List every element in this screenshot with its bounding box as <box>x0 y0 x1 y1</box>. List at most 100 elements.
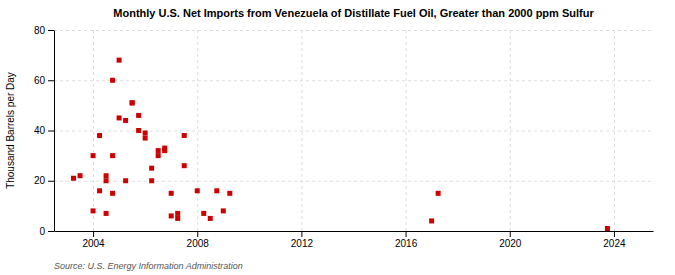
x-tick: 2020 <box>499 231 522 249</box>
x-tick: 2004 <box>82 231 105 249</box>
grid-tick <box>301 30 302 231</box>
y-tick-label: 60 <box>34 75 46 86</box>
point <box>208 216 213 221</box>
source: Source: U.S. Energy Information Administ… <box>54 261 243 271</box>
point <box>156 148 161 153</box>
x-axis-line <box>55 231 654 232</box>
grid-tick <box>54 231 653 232</box>
point <box>149 178 154 183</box>
y-tick-label: 20 <box>34 175 46 186</box>
chart: 2004 2008 2012 2016 2020 2024 0 20 40 60 80 Monthly… <box>0 0 675 275</box>
grid-line <box>510 30 511 231</box>
x-tick: 2012 <box>291 231 314 249</box>
point <box>169 191 174 196</box>
point <box>91 153 96 158</box>
point <box>104 178 109 183</box>
point <box>143 131 148 136</box>
x-tick-mark <box>197 231 198 237</box>
point <box>110 191 115 196</box>
point <box>136 113 141 118</box>
grid-line <box>614 30 615 231</box>
title: Monthly U.S. Net Imports from Venezuela … <box>113 7 594 19</box>
y-axis: 0 20 40 60 80 <box>34 25 55 237</box>
grid-tick <box>54 181 653 182</box>
y-axis-line <box>54 31 55 232</box>
x-tick-mark <box>614 231 615 237</box>
y-axis-title: Thousand Barrels per Day <box>5 72 16 189</box>
grid-line <box>54 30 653 31</box>
point <box>110 153 115 158</box>
points <box>71 58 610 231</box>
grid-line <box>54 231 653 232</box>
x-tick-label: 2024 <box>603 238 626 249</box>
point <box>97 133 102 138</box>
x-tick-label: 2008 <box>187 238 210 249</box>
y-tick-label: 0 <box>39 226 45 237</box>
point <box>117 58 122 63</box>
y-tick-mark <box>48 30 54 31</box>
y-tick: 60 <box>34 75 54 86</box>
point <box>156 153 161 158</box>
y-tick: 40 <box>34 125 54 136</box>
y-tick-mark <box>48 181 54 182</box>
y-tick-label: 80 <box>34 25 46 36</box>
point <box>605 226 610 231</box>
point <box>110 78 115 83</box>
point <box>149 166 154 171</box>
point <box>175 211 180 216</box>
y-tick-mark <box>48 131 54 132</box>
grid-line <box>54 181 653 182</box>
y-tick-mark <box>48 231 54 232</box>
x-tick: 2008 <box>187 231 210 249</box>
x-tick-mark <box>93 231 94 237</box>
x-tick-label: 2012 <box>291 238 314 249</box>
point <box>143 136 148 141</box>
x-tick-label: 2020 <box>499 238 522 249</box>
point <box>436 191 441 196</box>
x-tick-label: 2016 <box>395 238 418 249</box>
y-tick: 0 <box>39 226 54 237</box>
x-tick: 2024 <box>603 231 626 249</box>
x-tick-mark <box>406 231 407 237</box>
point <box>123 118 128 123</box>
point <box>71 176 76 181</box>
point <box>182 163 187 168</box>
point <box>221 208 226 213</box>
grid-tick <box>54 80 653 81</box>
grid-tick <box>93 30 94 231</box>
point <box>130 100 135 105</box>
point <box>78 173 83 178</box>
point <box>117 115 122 120</box>
point <box>123 178 128 183</box>
x-grid <box>94 30 615 231</box>
point <box>201 211 206 216</box>
grid-tick <box>197 30 198 231</box>
y-tick: 80 <box>34 25 54 36</box>
point <box>97 188 102 193</box>
point <box>182 133 187 138</box>
y-tick-mark <box>48 80 54 81</box>
point <box>104 173 109 178</box>
plot: 2004 2008 2012 2016 2020 2024 0 20 40 60 80 <box>34 25 654 249</box>
x-tick-mark <box>510 231 511 237</box>
x-tick-mark <box>301 231 302 237</box>
point <box>162 148 167 153</box>
point <box>169 213 174 218</box>
point <box>214 188 219 193</box>
grid-tick <box>54 30 653 31</box>
point <box>130 100 135 105</box>
point <box>227 191 232 196</box>
point <box>136 128 141 133</box>
point <box>91 208 96 213</box>
grid-tick <box>406 30 407 231</box>
grid-tick <box>614 30 615 231</box>
grid-line <box>301 30 302 231</box>
grid-tick <box>510 30 511 231</box>
point <box>195 188 200 193</box>
grid-line <box>93 30 94 231</box>
y-grid <box>54 31 653 232</box>
x-axis: 2004 2008 2012 2016 2020 2024 <box>55 231 654 249</box>
y-tick-label: 40 <box>34 125 46 136</box>
x-tick: 2016 <box>395 231 418 249</box>
grid-line <box>406 30 407 231</box>
